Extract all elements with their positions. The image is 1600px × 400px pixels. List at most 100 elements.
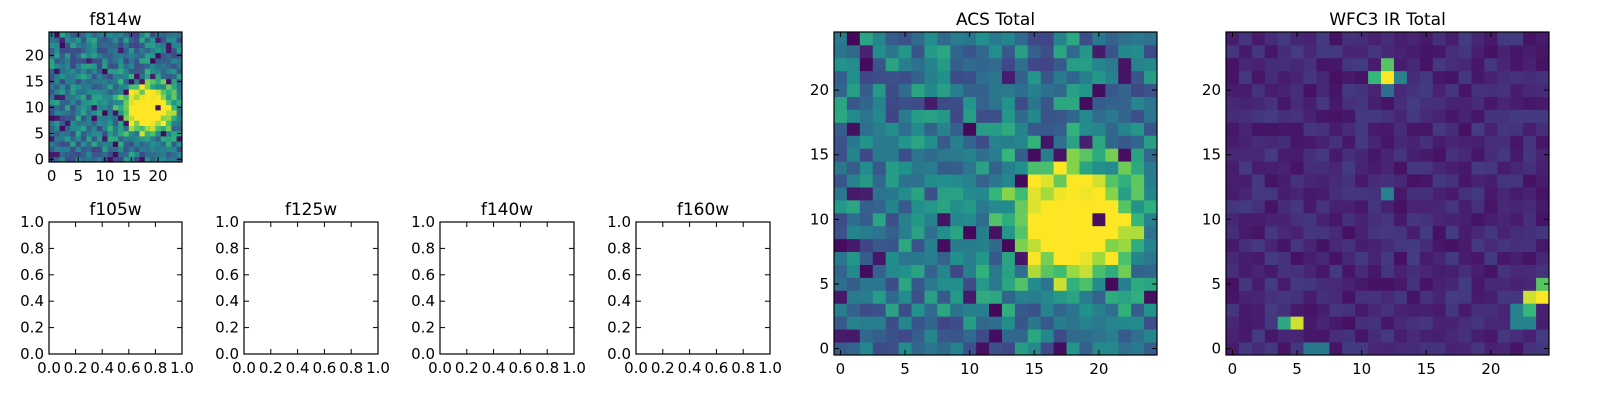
y-tick-label: 15 <box>25 72 44 90</box>
heatmap-cell <box>1329 303 1343 317</box>
heatmap-cell <box>1536 303 1550 317</box>
heatmap-cell <box>107 141 114 147</box>
heatmap-cell <box>118 47 124 54</box>
heatmap-cell <box>1144 32 1158 46</box>
heatmap-cell <box>91 73 98 80</box>
heatmap-cell <box>1419 109 1434 123</box>
heatmap-cell <box>1053 109 1067 123</box>
heatmap-cell <box>1066 290 1080 304</box>
heatmap-cell <box>1523 109 1537 123</box>
heatmap-cell <box>1419 83 1434 97</box>
heatmap-cell <box>1393 148 1408 162</box>
heatmap-cell <box>1536 148 1550 162</box>
heatmap-cell <box>1471 225 1485 240</box>
y-tick-label: 20 <box>25 46 44 64</box>
heatmap-cell <box>846 109 861 123</box>
heatmap-cell <box>1497 148 1511 162</box>
heatmap-cell <box>1510 57 1524 72</box>
y-tick-label: 0.0 <box>607 345 631 363</box>
heatmap-cell <box>1066 70 1080 85</box>
heatmap-cell <box>937 251 951 265</box>
x-tick-label: 15 <box>1025 360 1044 378</box>
heatmap-cell <box>86 84 92 90</box>
heatmap-cell <box>872 264 887 278</box>
heatmap-cell <box>1092 264 1106 278</box>
heatmap-cell <box>885 109 899 123</box>
heatmap-cell <box>1406 135 1421 149</box>
plot-frame <box>635 221 771 355</box>
heatmap-cell <box>911 83 925 97</box>
heatmap-cell <box>91 78 98 85</box>
heatmap-cell <box>885 199 899 214</box>
heatmap-cell <box>160 32 167 38</box>
heatmap-cell <box>1393 329 1408 343</box>
heatmap-cell <box>96 47 103 54</box>
heatmap-cell <box>1264 122 1279 136</box>
heatmap-cell <box>1118 32 1132 46</box>
heatmap-cell <box>1226 238 1240 253</box>
heatmap-cell <box>64 32 71 38</box>
heatmap-cell <box>989 264 1003 278</box>
heatmap-cell <box>859 161 874 175</box>
heatmap-cell <box>1406 225 1421 240</box>
heatmap-cell <box>1406 174 1421 188</box>
heatmap-cell <box>859 199 874 214</box>
heatmap-cell <box>155 141 162 147</box>
heatmap-cell <box>102 58 108 64</box>
heatmap-cell <box>1316 212 1330 227</box>
heatmap-cell <box>1053 251 1067 265</box>
heatmap-cell <box>976 122 990 136</box>
heatmap-cell <box>950 238 964 253</box>
heatmap-cell <box>834 44 848 59</box>
heatmap-cell <box>1118 44 1132 59</box>
heatmap-cell <box>1406 277 1421 291</box>
heatmap-cell <box>1432 187 1447 201</box>
heatmap-cell <box>134 125 140 132</box>
heatmap-cell <box>1290 316 1304 330</box>
heatmap-cell <box>166 32 172 38</box>
heatmap-cell <box>1303 225 1317 240</box>
heatmap-cell <box>54 73 61 80</box>
heatmap-cell <box>1040 199 1055 214</box>
heatmap-cell <box>1536 174 1550 188</box>
heatmap-cell <box>1238 212 1253 227</box>
heatmap-cell <box>123 130 130 137</box>
heatmap-cell <box>1381 96 1395 110</box>
heatmap-cell <box>1471 277 1485 291</box>
heatmap-cell <box>1226 225 1240 240</box>
heatmap-cell <box>1303 44 1317 59</box>
heatmap-cell <box>1458 251 1472 265</box>
heatmap-cell <box>1393 238 1408 253</box>
heatmap-cell <box>1226 135 1240 149</box>
heatmap-cell <box>155 84 162 90</box>
heatmap-cell <box>1144 44 1158 59</box>
heatmap-cell <box>937 161 951 175</box>
heatmap-cell <box>989 225 1003 240</box>
heatmap-cell <box>75 110 82 116</box>
heatmap-cell <box>171 104 178 111</box>
heatmap-cell <box>1342 174 1356 188</box>
heatmap-cell <box>885 329 899 343</box>
heatmap-cell <box>911 148 925 162</box>
heatmap-cell <box>1368 32 1382 46</box>
heatmap-cell <box>64 52 71 59</box>
heatmap-cell <box>872 238 887 253</box>
heatmap-cell <box>1118 122 1132 136</box>
heatmap-cell <box>872 96 887 110</box>
heatmap-cell <box>872 187 887 201</box>
heatmap-cell <box>1226 70 1240 85</box>
heatmap-cell <box>872 44 887 59</box>
heatmap-cell <box>139 47 146 54</box>
heatmap-cell <box>1118 277 1132 291</box>
heatmap-cell <box>1536 238 1550 253</box>
heatmap-cell <box>1290 44 1304 59</box>
heatmap-cell <box>1510 329 1524 343</box>
heatmap-cell <box>1316 303 1330 317</box>
heatmap-cell <box>118 37 124 43</box>
heatmap-cell <box>112 104 119 111</box>
heatmap-cell <box>1445 44 1459 59</box>
heatmap-cell <box>1079 83 1093 97</box>
heatmap-cell <box>1303 212 1317 227</box>
heatmap-cell <box>1118 161 1132 175</box>
